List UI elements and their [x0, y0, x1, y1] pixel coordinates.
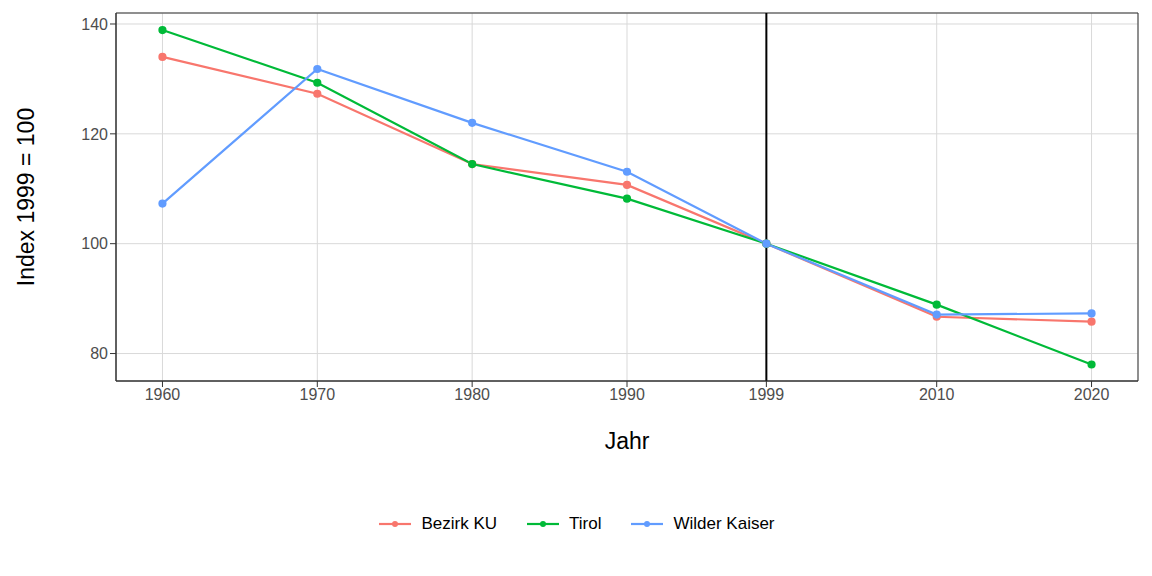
html-text:Wilder Kaiser: Wilder Kaiser: [673, 514, 775, 533]
svg-text:140: 140: [81, 16, 108, 33]
svg-text:Index 1999 = 100: Index 1999 = 100: [13, 108, 39, 286]
svg-text:2020: 2020: [1074, 386, 1110, 403]
svg-text:1999: 1999: [749, 386, 785, 403]
html-text:Bezirk KU: Bezirk KU: [421, 514, 497, 533]
svg-text:1960: 1960: [145, 386, 181, 403]
html-text:Tirol: Tirol: [569, 514, 602, 533]
svg-text:1980: 1980: [454, 386, 490, 403]
svg-text:100: 100: [81, 235, 108, 252]
svg-text:Jahr: Jahr: [605, 428, 650, 454]
svg-text:1970: 1970: [300, 386, 336, 403]
svg-text:1990: 1990: [609, 386, 645, 403]
svg-text:120: 120: [81, 126, 108, 143]
svg-text:2010: 2010: [919, 386, 955, 403]
svg-text:80: 80: [90, 345, 108, 362]
